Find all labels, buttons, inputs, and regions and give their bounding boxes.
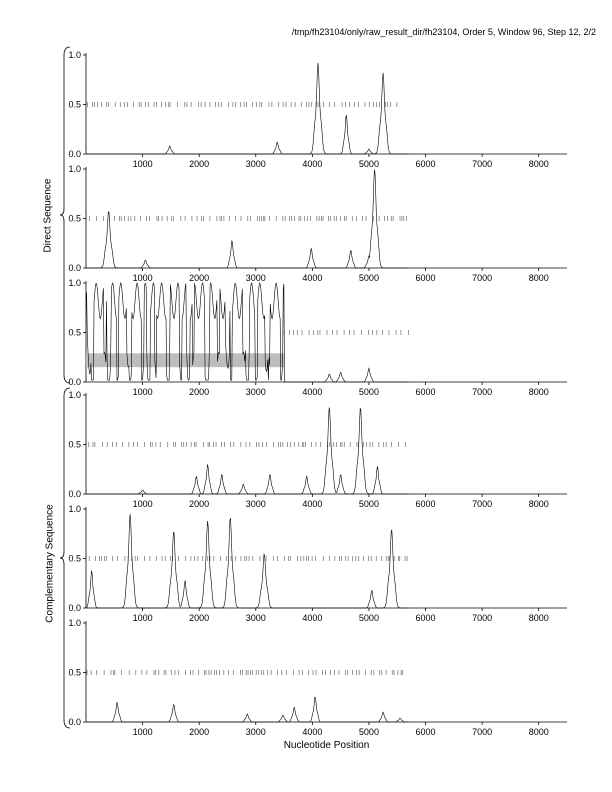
coding-signal-line (85, 281, 409, 383)
y-tick-label: 0.5 (68, 214, 81, 224)
shaded-threshold-band (86, 353, 285, 368)
direct-sequence-brace (59, 46, 71, 384)
x-tick-label: 4000 (302, 499, 322, 509)
x-tick-label: 2000 (189, 387, 209, 397)
y-tick-label: 0.5 (68, 440, 81, 450)
x-tick-label: 8000 (529, 387, 549, 397)
chart-header-title: /tmp/fh23104/only/raw_result_dir/fh23104… (291, 27, 596, 37)
x-tick-label: 1000 (133, 387, 153, 397)
x-tick-label: 5000 (359, 159, 379, 169)
x-tick-label: 8000 (529, 159, 549, 169)
y-tick-label: 0.0 (68, 603, 81, 613)
x-tick-label: 1000 (133, 159, 153, 169)
x-tick-label: 7000 (472, 613, 492, 623)
x-tick-label: 4000 (302, 387, 322, 397)
x-tick-label: 8000 (529, 727, 549, 737)
y-tick-label: 0.0 (68, 149, 81, 159)
x-tick-label: 4000 (302, 273, 322, 283)
y-tick-label: 1.0 (68, 278, 81, 288)
y-tick-label: 1.0 (68, 164, 81, 174)
x-tick-label: 3000 (246, 273, 266, 283)
x-tick-label: 2000 (189, 159, 209, 169)
x-tick-label: 7000 (472, 273, 492, 283)
y-tick-label: 1.0 (68, 504, 81, 514)
x-tick-label: 5000 (359, 613, 379, 623)
coding-signal-line (86, 169, 409, 269)
x-tick-label: 1000 (133, 273, 153, 283)
x-tick-label: 8000 (529, 613, 549, 623)
coding-signal-line (86, 407, 409, 495)
y-tick-label: 1.0 (68, 618, 81, 628)
x-tick-label: 6000 (416, 613, 436, 623)
y-tick-label: 0.0 (68, 377, 81, 387)
x-tick-label: 7000 (472, 499, 492, 509)
x-tick-label: 3000 (246, 613, 266, 623)
x-tick-label: 7000 (472, 387, 492, 397)
y-tick-label: 0.5 (68, 554, 81, 564)
x-tick-label: 7000 (472, 727, 492, 737)
y-tick-label: 0.0 (68, 489, 81, 499)
x-tick-label: 1000 (133, 727, 153, 737)
x-tick-label: 7000 (472, 159, 492, 169)
x-tick-label: 1000 (133, 499, 153, 509)
x-axis-label: Nucleotide Position (283, 740, 370, 751)
y-tick-label: 0.5 (68, 100, 81, 110)
x-tick-label: 1000 (133, 613, 153, 623)
x-tick-label: 6000 (416, 499, 436, 509)
x-tick-label: 4000 (302, 159, 322, 169)
x-tick-label: 6000 (416, 273, 436, 283)
x-tick-label: 4000 (302, 613, 322, 623)
complementary-sequence-brace (59, 387, 71, 729)
coding-signal-line (85, 514, 409, 609)
y-tick-label: 0.0 (68, 263, 81, 273)
y-tick-label: 1.0 (68, 390, 81, 400)
y-tick-label: 0.5 (68, 328, 81, 338)
coding-signal-line (86, 696, 409, 723)
y-tick-label: 1.0 (68, 50, 81, 60)
x-tick-label: 3000 (246, 387, 266, 397)
x-tick-label: 4000 (302, 727, 322, 737)
x-tick-label: 3000 (246, 159, 266, 169)
x-tick-label: 2000 (189, 613, 209, 623)
x-tick-label: 2000 (189, 727, 209, 737)
x-tick-label: 8000 (529, 499, 549, 509)
x-tick-label: 3000 (246, 499, 266, 509)
x-tick-label: 5000 (359, 387, 379, 397)
y-tick-label: 0.0 (68, 717, 81, 727)
x-tick-label: 6000 (416, 727, 436, 737)
y-tick-label: 0.5 (68, 668, 81, 678)
x-tick-label: 6000 (416, 387, 436, 397)
x-tick-label: 5000 (359, 499, 379, 509)
coding-signal-line (86, 62, 409, 155)
x-tick-label: 8000 (529, 273, 549, 283)
x-tick-label: 3000 (246, 727, 266, 737)
x-tick-label: 2000 (189, 499, 209, 509)
x-tick-label: 2000 (189, 273, 209, 283)
x-tick-label: 6000 (416, 159, 436, 169)
x-tick-label: 5000 (359, 727, 379, 737)
x-tick-label: 5000 (359, 273, 379, 283)
